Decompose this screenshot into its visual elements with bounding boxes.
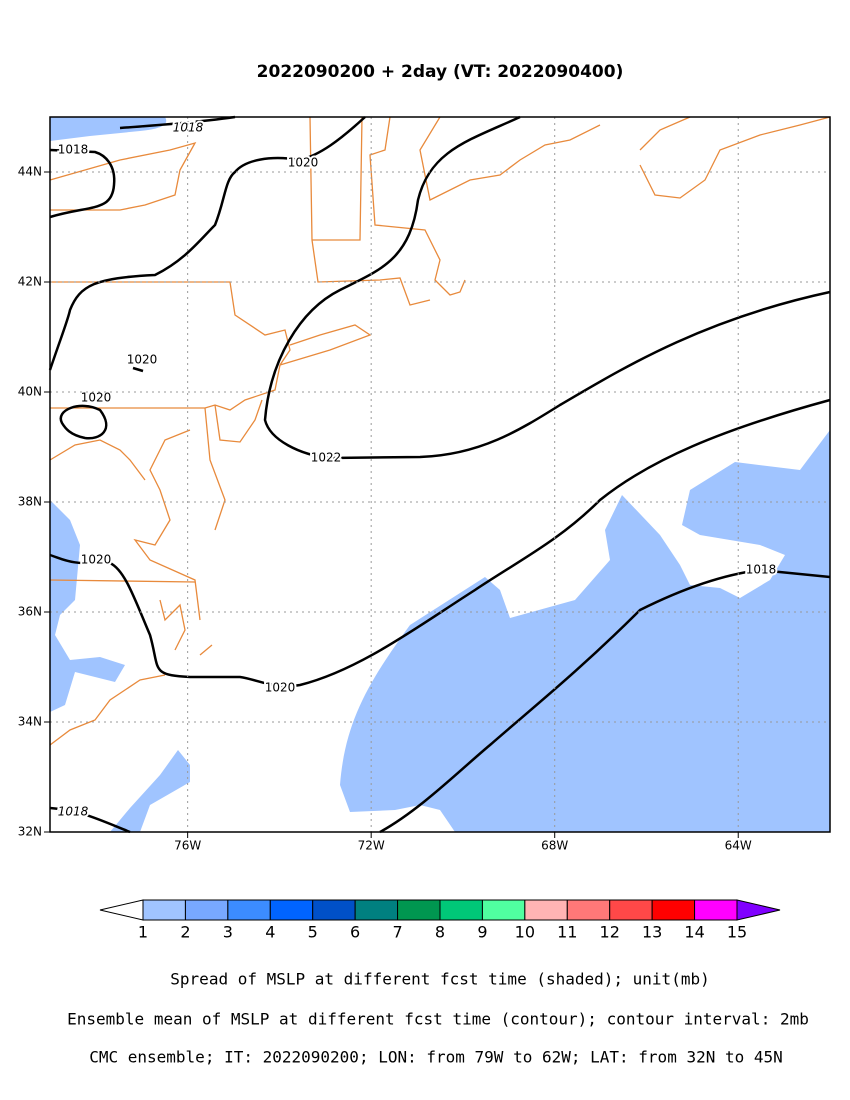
x-tick-label: 76W [174,839,201,853]
y-tick-label: 44N [18,165,42,179]
colorbar-label: 12 [600,923,620,942]
colorbar-box [312,899,356,921]
colorbar-label: 8 [435,923,445,942]
colorbar-label: 6 [350,923,360,942]
colorbar-box [269,899,314,921]
colorbar-label: 1 [138,923,148,942]
state-borders [49,116,831,746]
caption: Spread of MSLP at different fcst time (s… [170,970,709,989]
map-frame [49,116,831,833]
y-tick-label: 32N [18,825,42,839]
caption: CMC ensemble; IT: 2022090200; LON: from … [89,1048,783,1067]
colorbar-box [524,899,568,921]
colorbar-label: 2 [180,923,190,942]
colorbar-box [227,899,271,921]
y-tick-label: 42N [18,275,42,289]
shade-area [50,500,125,712]
colorbar-label: 13 [642,923,662,942]
colorbar-label: 11 [557,923,577,942]
colorbar-label: 14 [684,923,704,942]
contour-label: 1018 [173,121,204,135]
y-tick-label: 40N [18,385,42,399]
y-tick-label: 34N [18,715,42,729]
colorbar-label: 10 [515,923,535,942]
contour-label: 1018 [58,805,89,819]
title: 2022090200 + 2day (VT: 2022090400) [257,62,624,82]
caption: Ensemble mean of MSLP at different fcst … [67,1010,809,1029]
colorbar-over [736,899,781,921]
colorbar-label: 3 [223,923,233,942]
colorbar-box [142,899,186,921]
contour-label: 1020 [81,391,112,405]
contour-label: 1020 [127,353,158,367]
colorbar-box [439,899,483,921]
colorbar-label: 4 [265,923,275,942]
colorbar-box [651,899,696,921]
colorbar-box [397,899,441,921]
y-tick-label: 38N [18,495,42,509]
contour-label: 1020 [81,553,112,567]
colorbar: 1 2 3 4 5 6 7 8 9 10 11 12 13 14 15 [99,899,781,942]
x-tick-label: 64W [725,839,752,853]
colorbar-label: 5 [308,923,318,942]
x-tick-label: 68W [541,839,568,853]
y-tick-label: 36N [18,605,42,619]
contour-label: 1020 [265,681,296,695]
colorbar-box [354,899,399,921]
contours [48,115,831,834]
shade-area [340,430,830,832]
colorbar-label: 7 [392,923,402,942]
contour-label: 1020 [288,156,319,170]
colorbar-box [566,899,611,921]
contour-label: 1022 [311,451,342,465]
colorbar-label: 15 [727,923,747,942]
colorbar-label: 9 [477,923,487,942]
spread-shading [50,117,830,832]
colorbar-box [609,899,653,921]
x-tick-label: 72W [358,839,385,853]
colorbar-box [694,899,738,921]
contour-labels: 1018 1018 1020 1020 1020 1022 1020 1020 … [56,119,779,821]
shade-area [50,117,167,141]
contour-label: 1018 [58,143,89,157]
colorbar-box [184,899,229,921]
contour-label: 1018 [746,563,777,577]
colorbar-box [481,899,526,921]
shade-area [110,750,190,832]
